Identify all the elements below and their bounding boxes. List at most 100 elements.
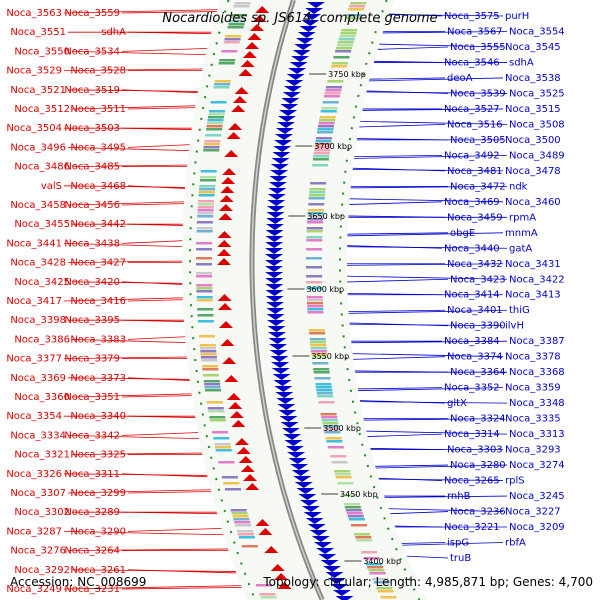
gene-content-strip [347, 515, 364, 518]
gene-content-strip [361, 551, 378, 554]
gene-content-strip [197, 203, 214, 206]
reverse-gene-arrow [226, 132, 241, 139]
reverse-gene-label: Noca_3534 [64, 46, 120, 57]
gene-content-strip [367, 566, 384, 569]
gene-content-strip [196, 284, 213, 287]
gene-content-strip [204, 386, 221, 389]
forward-gene-arrow [307, 524, 326, 530]
gene-content-strip [231, 512, 248, 515]
reverse-gene-label: Noca_3369 [10, 373, 66, 384]
forward-gene-arrow [275, 392, 294, 398]
forward-gene-arrow [266, 218, 285, 224]
forward-gene-arrow [268, 332, 286, 338]
gene-content-strip [308, 194, 325, 197]
reverse-gene-arrow [219, 321, 233, 328]
gene-content-strip [343, 503, 360, 506]
gene-content-strip [225, 35, 242, 38]
forward-gene-arrow [277, 122, 295, 128]
gene-content-strip [363, 557, 380, 560]
gene-content-strip [316, 389, 333, 392]
forward-gene-arrow [301, 506, 320, 512]
gene-content-strip [200, 350, 217, 353]
reverse-gene-label: Noca_3521 [10, 85, 66, 96]
forward-gene-arrow [278, 116, 296, 122]
gene-content-strip [232, 515, 249, 518]
forward-gene-arrow [266, 206, 285, 212]
gene-content-strip [221, 476, 238, 479]
gene-content-strip [333, 56, 350, 59]
forward-gene-arrow [275, 134, 293, 140]
label-leader [63, 531, 255, 536]
forward-gene-label: obgE [450, 228, 475, 239]
gene-content-strip [309, 338, 326, 341]
reverse-gene-label: Noca_3290 [70, 526, 126, 537]
forward-gene-arrow [266, 308, 285, 314]
reverse-gene-label: Noca_3342 [64, 430, 120, 441]
forward-gene-arrow [276, 398, 295, 404]
forward-gene-arrow [265, 290, 284, 296]
forward-gene-label: Noca_3227 [505, 507, 561, 518]
forward-gene-arrow [284, 440, 303, 446]
reverse-gene-arrow [234, 87, 249, 94]
forward-gene-label: Noca_3387 [509, 336, 565, 347]
gene-content-strip [327, 446, 344, 449]
gene-content-strip [230, 509, 247, 512]
gene-content-strip [200, 356, 217, 359]
gene-content-strip [330, 455, 347, 458]
gene-content-strip [372, 578, 389, 581]
gene-content-strip [205, 134, 222, 137]
gene-content-strip [310, 347, 327, 350]
reverse-gene-arrow [222, 357, 237, 364]
forward-gene-arrow [296, 38, 314, 44]
forward-gene-arrow [266, 302, 284, 308]
forward-gene-arrow [268, 188, 287, 194]
forward-gene-label: Noca_3472 [450, 181, 506, 192]
forward-gene-arrow [294, 44, 313, 50]
forward-gene-arrow [275, 128, 294, 134]
forward-gene-label: Noca_3364 [450, 367, 506, 378]
gene-content-strip [196, 221, 213, 224]
gene-content-strip [316, 392, 333, 395]
forward-gene-arrow [316, 548, 335, 554]
gene-content-strip [315, 386, 332, 389]
forward-gene-arrow [305, 8, 323, 14]
gene-content-strip [306, 299, 323, 302]
reverse-gene-label: Noca_3289 [64, 507, 120, 518]
forward-gene-arrow [265, 242, 284, 248]
gene-content-strip [350, 2, 367, 5]
reverse-gene-arrow [221, 177, 236, 184]
gene-content-strip [196, 230, 213, 233]
forward-gene-arrow [300, 500, 318, 506]
gene-content-strip [204, 140, 221, 143]
accession-text: Accession: NC_008699 [10, 575, 146, 589]
gene-content-strip [197, 314, 214, 317]
forward-gene-label: rplS [505, 476, 525, 487]
gene-content-strip [315, 143, 332, 146]
reverse-gene-label: Noca_3261 [70, 565, 126, 576]
forward-gene-label: Noca_3348 [509, 398, 565, 409]
reverse-gene-arrow [240, 465, 255, 472]
forward-gene-arrow [267, 326, 286, 332]
gene-content-strip [215, 449, 232, 452]
gene-content-strip [308, 203, 325, 206]
gene-content-strip [307, 305, 324, 308]
forward-gene-arrow [296, 488, 315, 494]
gene-content-strip [199, 188, 216, 191]
forward-gene-label: Noca_3538 [505, 73, 561, 84]
forward-gene-label: Noca_3374 [447, 352, 503, 363]
forward-gene-label: Noca_3469 [444, 197, 500, 208]
gene-content-strip [373, 581, 390, 584]
reverse-gene-arrow [220, 339, 235, 346]
gene-content-strip [221, 50, 238, 53]
reverse-gene-label: Noca_3351 [64, 392, 120, 403]
reverse-gene-label: Noca_3334 [10, 430, 66, 441]
gene-content-strip [314, 146, 331, 149]
forward-gene-arrow [277, 404, 296, 410]
reverse-gene-arrow [238, 69, 253, 76]
forward-gene-label: ilvH [505, 321, 524, 332]
reverse-gene-label: Noca_3340 [70, 411, 126, 422]
gene-content-strip [255, 584, 272, 587]
forward-gene-label: Noca_3508 [509, 119, 565, 130]
forward-gene-arrow [297, 32, 316, 38]
forward-gene-label: Noca_3414 [444, 290, 500, 301]
